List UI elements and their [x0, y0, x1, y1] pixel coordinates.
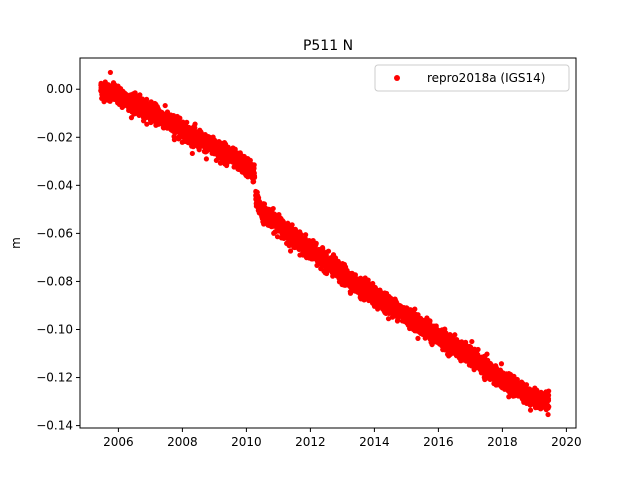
chart-title: P511 N — [303, 38, 353, 54]
data-point — [475, 346, 481, 353]
data-point — [484, 351, 490, 357]
data-point — [303, 232, 309, 238]
data-point — [270, 205, 276, 212]
data-point — [189, 150, 195, 157]
data-point — [498, 361, 505, 367]
data-point — [452, 332, 458, 338]
data-point — [251, 162, 257, 168]
data-point — [412, 306, 418, 312]
data-point — [177, 115, 183, 121]
data-point — [325, 248, 332, 254]
data-point — [192, 125, 198, 131]
data-point — [527, 407, 534, 413]
data-point — [184, 119, 190, 125]
data-point — [251, 174, 258, 180]
data-points — [98, 69, 552, 418]
data-point — [469, 338, 475, 345]
data-point — [144, 96, 150, 102]
y-axis-label: m — [9, 237, 23, 249]
data-point — [313, 240, 319, 246]
data-point — [137, 92, 143, 98]
data-point — [128, 115, 135, 121]
data-point — [162, 102, 168, 109]
data-point — [415, 335, 421, 341]
data-point — [192, 121, 198, 127]
data-point — [144, 121, 150, 127]
